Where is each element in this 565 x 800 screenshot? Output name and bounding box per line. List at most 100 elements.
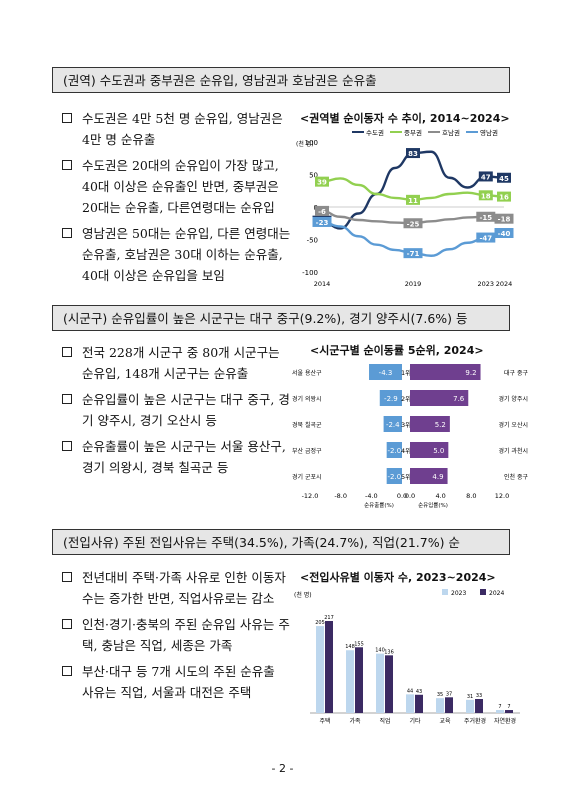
bullet-text: 순유입률이 높은 시군구는 대구 중구, 경기 양주시, 경기 오산시 등: [82, 392, 290, 428]
page-number: - 2 -: [271, 762, 294, 775]
data-label-box: [497, 172, 511, 183]
checkbox-icon: [62, 619, 72, 629]
data-label: -71: [407, 250, 420, 258]
left-x-axis-label: 순유출률(%): [364, 501, 394, 509]
legend-label: 중부권: [404, 129, 422, 137]
legend-label: 수도권: [366, 129, 384, 137]
checkbox-icon: [62, 394, 72, 404]
bullet-text: 영남권은 50대는 순유입, 다른 연령대는 순유출, 호남권은 30대 이하는…: [82, 226, 291, 283]
data-label-box: [497, 191, 511, 202]
section-header-reason: (전입사유) 주된 전입사유는 주택(34.5%), 가족(24.7%), 직업…: [52, 529, 510, 555]
left-category-label: 경북 칠곡군: [292, 421, 322, 429]
data-label: 47: [481, 173, 491, 181]
data-label: -25: [407, 220, 420, 228]
legend-swatch: [480, 589, 486, 595]
legend-label: 2023: [451, 590, 466, 597]
right-category-label: 경기 과천시: [498, 447, 528, 455]
data-label: -18: [498, 216, 511, 224]
rank-label: 4위: [401, 447, 411, 455]
bar: [355, 647, 363, 713]
district-chart-title: <시군구별 순이동률 5순위, 2024>: [310, 344, 484, 357]
x-tick-label: 2024: [496, 280, 513, 288]
bar-value-label: 43: [416, 689, 422, 695]
bar: [436, 698, 444, 713]
bar: [376, 653, 384, 713]
y-tick-label: 50: [309, 172, 318, 180]
data-label: 39: [317, 179, 327, 187]
district-bullets: 전국 228개 시군구 중 80개 시군구는 순유입, 148개 시군구는 순유…: [62, 342, 294, 483]
outflow-value-label: -4.3: [379, 369, 393, 377]
checkbox-icon: [62, 441, 72, 451]
bar-value-label: 217: [324, 615, 334, 621]
outflow-bar: [369, 364, 402, 380]
bar: [505, 710, 513, 713]
bullet-text: 인천·경기·충북의 주된 순유입 사유는 주택, 충남은 직업, 세종은 가족: [82, 617, 290, 653]
bullet-item: 순유출률이 높은 시군구는 서울 용산구, 경기 의왕시, 경북 칠곡군 등: [62, 436, 294, 478]
data-label-box: [315, 176, 329, 187]
y-tick-label: 100: [305, 139, 318, 147]
legend-label: 호남권: [442, 128, 460, 137]
bar: [406, 694, 414, 713]
inflow-bar: [410, 364, 481, 380]
data-label-box: [494, 213, 514, 224]
right-x-tick-label: 12.0: [495, 492, 509, 500]
inflow-value-label: 4.9: [432, 473, 443, 481]
checkbox-icon: [62, 572, 72, 582]
left-category-label: 경기 군포시: [292, 473, 322, 481]
data-label-box: [406, 148, 420, 159]
outflow-value-label: -2.4: [386, 421, 400, 429]
right-category-label: 경기 오산시: [498, 421, 528, 429]
bullet-item: 영남권은 50대는 순유입, 다른 연령대는 순유출, 호남권은 30대 이하는…: [62, 223, 292, 286]
bullet-item: 전년대비 주택·가족 사유로 인한 이동자 수는 증가한 반면, 직업사유로는 …: [62, 567, 290, 609]
data-label-box: [403, 248, 423, 259]
bar-value-label: 155: [354, 641, 364, 647]
rank-label: 1위: [401, 369, 411, 377]
unit-label: (천 명): [296, 140, 314, 148]
bar: [385, 655, 393, 713]
left-category-label: 부산 금정구: [292, 447, 322, 455]
category-label: 교육: [439, 718, 451, 725]
reason-bullets: 전년대비 주택·가족 사유로 인한 이동자 수는 증가한 반면, 직업사유로는 …: [62, 567, 290, 708]
left-x-tick-label: -4.0: [365, 492, 378, 500]
unit-label: (천 명): [294, 591, 312, 599]
line-chart: (천 명)100500-50-100수도권중부권호남권영남권-218347453…: [296, 128, 514, 288]
right-category-label: 대구 중구: [504, 369, 528, 377]
outflow-bar: [386, 468, 402, 484]
data-label-box: [478, 190, 493, 201]
bar: [445, 697, 453, 713]
data-label-box: [312, 216, 332, 227]
bar: [415, 694, 423, 713]
checkbox-icon: [62, 347, 72, 357]
category-label: 주거환경: [464, 717, 486, 725]
outflow-bar: [386, 442, 402, 458]
right-category-label: 경기 양주시: [498, 395, 528, 403]
bar-value-label: 31: [467, 694, 473, 700]
x-tick-label: 2014: [314, 280, 331, 288]
bar: [496, 710, 504, 713]
bullet-item: 수도권은 20대의 순유입이 가장 많고, 40대 이상은 순유출인 반면, 중…: [62, 155, 292, 218]
inflow-value-label: 7.6: [453, 395, 465, 403]
line-chart-title: <권역별 순이동자 수 추이, 2014~2024>: [300, 112, 510, 125]
data-label: 11: [408, 197, 418, 205]
bullet-item: 순유입률이 높은 시군구는 대구 중구, 경기 양주시, 경기 오산시 등: [62, 389, 294, 431]
right-x-tick-label: 0.0: [405, 492, 415, 500]
bullet-text: 부산·대구 등 7개 시도의 주된 순유출 사유는 직업, 서울과 대전은 주택: [82, 664, 275, 700]
left-x-tick-label: -12.0: [302, 492, 319, 500]
data-label: 16: [499, 194, 509, 202]
checkbox-icon: [62, 228, 72, 238]
y-tick-label: -50: [307, 237, 318, 245]
right-category-label: 인천 중구: [504, 473, 528, 481]
data-label: 45: [499, 175, 509, 183]
bullet-item: 수도권은 4만 5천 명 순유입, 영남권은 4만 명 순유출: [62, 108, 292, 150]
inflow-bar: [410, 468, 448, 484]
data-label: 18: [481, 192, 491, 200]
category-label: 자연환경: [494, 717, 516, 725]
right-x-axis-label: 순유입률(%): [418, 501, 448, 509]
left-category-label: 서울 용산구: [292, 369, 322, 377]
bar-value-label: 205: [315, 620, 325, 626]
outflow-bar: [383, 416, 402, 432]
bullet-text: 수도권은 20대의 순유입이 가장 많고, 40대 이상은 순유출인 반면, 중…: [82, 158, 279, 215]
data-label: -47: [479, 235, 492, 243]
right-x-tick-label: 4.0: [435, 492, 445, 500]
